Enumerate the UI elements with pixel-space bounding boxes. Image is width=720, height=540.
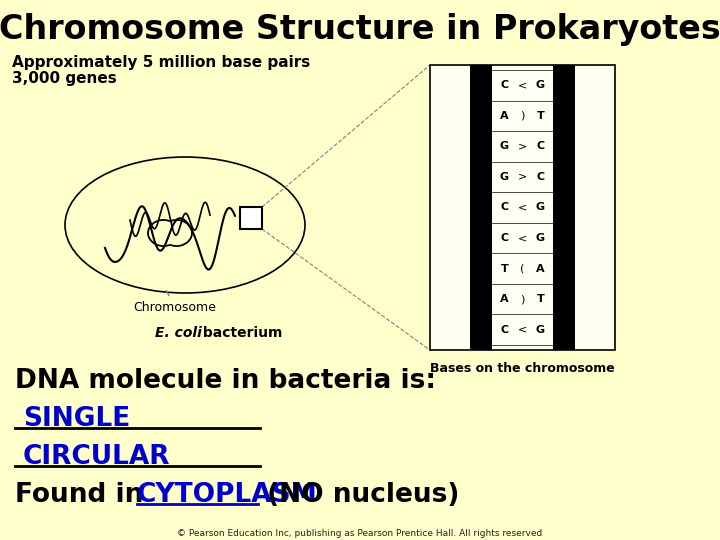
Text: A: A [500, 111, 509, 121]
Text: T: T [536, 294, 544, 304]
Bar [430, 65, 615, 350]
Text: ): ) [521, 111, 525, 121]
Text: >: > [518, 141, 527, 151]
Text: G: G [536, 80, 545, 90]
Text: C: C [500, 233, 508, 243]
Text: C: C [500, 202, 508, 213]
Text: © Pearson Education Inc, publishing as Pearson Prentice Hall. All rights reserve: © Pearson Education Inc, publishing as P… [177, 530, 543, 538]
Text: DNA molecule in bacteria is:: DNA molecule in bacteria is: [15, 368, 436, 394]
Text: G: G [500, 141, 509, 151]
Text: C: C [500, 80, 508, 90]
Text: 3,000 genes: 3,000 genes [12, 71, 117, 85]
Text: A: A [500, 294, 509, 304]
Text: G: G [500, 172, 509, 182]
Text: CIRCULAR: CIRCULAR [23, 444, 171, 470]
Text: SINGLE: SINGLE [23, 406, 130, 432]
Text: <: < [518, 80, 527, 90]
Bar [492, 224, 553, 252]
Text: Approximately 5 million base pairs: Approximately 5 million base pairs [12, 55, 310, 70]
Bar [492, 71, 553, 99]
Bar [240, 207, 262, 229]
Text: CYTOPLASM: CYTOPLASM [137, 482, 318, 508]
Text: C: C [500, 325, 508, 335]
Bar [492, 285, 553, 313]
Text: A: A [536, 264, 545, 274]
Text: Chromosome Structure in Prokaryotes: Chromosome Structure in Prokaryotes [0, 14, 720, 46]
Text: bacterium: bacterium [199, 326, 283, 340]
Text: Found in: Found in [15, 482, 153, 508]
Text: Bases on the chromosome: Bases on the chromosome [430, 361, 615, 375]
Bar [553, 65, 575, 350]
Text: (: ( [521, 264, 525, 274]
Text: ): ) [521, 294, 525, 304]
Text: G: G [536, 325, 545, 335]
Ellipse shape [65, 157, 305, 293]
Text: C: C [536, 141, 544, 151]
Bar [492, 254, 553, 283]
Text: <: < [518, 325, 527, 335]
Text: <: < [518, 233, 527, 243]
Text: <: < [518, 202, 527, 213]
Text: G: G [536, 233, 545, 243]
Text: E. coli: E. coli [155, 326, 202, 340]
Bar [492, 102, 553, 130]
Bar [492, 132, 553, 161]
Text: (NO nucleus): (NO nucleus) [258, 482, 459, 508]
Bar [492, 193, 553, 222]
Text: C: C [536, 172, 544, 182]
Text: T: T [500, 264, 508, 274]
Bar [492, 163, 553, 191]
Bar [492, 315, 553, 344]
Text: >: > [518, 172, 527, 182]
Text: T: T [536, 111, 544, 121]
Bar [470, 65, 492, 350]
Text: G: G [536, 202, 545, 213]
Text: Chromosome: Chromosome [134, 291, 217, 314]
